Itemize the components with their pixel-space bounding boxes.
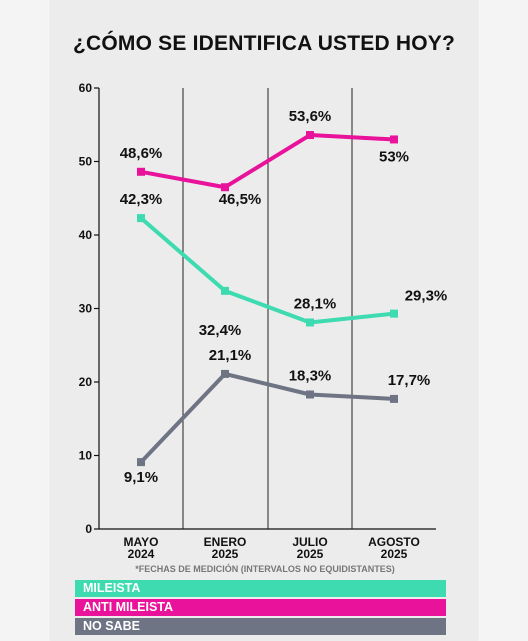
data-point bbox=[137, 214, 145, 223]
x-tick-label: 2025 bbox=[381, 547, 408, 561]
legend-item-no-sabe: NO SABE bbox=[75, 618, 446, 635]
data-label: 32,4% bbox=[199, 322, 242, 339]
data-label: 18,3% bbox=[289, 367, 332, 384]
chart-title: ¿CÓMO SE IDENTIFICA USTED HOY? bbox=[72, 32, 456, 55]
data-point bbox=[306, 390, 314, 399]
data-point bbox=[221, 286, 229, 295]
y-tick-label: 30 bbox=[79, 302, 93, 316]
data-label: 28,1% bbox=[294, 295, 337, 312]
data-label: 9,1% bbox=[124, 469, 158, 486]
x-tick-label: AGOSTO bbox=[368, 535, 420, 549]
data-point bbox=[137, 458, 145, 467]
y-tick-label: 40 bbox=[79, 228, 93, 242]
data-point bbox=[390, 135, 398, 144]
x-tick-label: JULIO bbox=[292, 535, 327, 549]
x-tick-label: MAYO bbox=[124, 535, 159, 549]
y-tick-label: 60 bbox=[79, 81, 93, 95]
chart-card bbox=[51, 0, 477, 641]
data-point bbox=[137, 167, 145, 176]
data-label: 42,3% bbox=[120, 191, 163, 208]
data-point bbox=[221, 183, 229, 192]
data-label: 46,5% bbox=[219, 191, 262, 208]
y-tick-label: 0 bbox=[85, 522, 92, 536]
series-line-anti-mileista bbox=[140, 133, 395, 190]
data-point bbox=[306, 131, 314, 140]
x-tick-label: 2025 bbox=[297, 547, 324, 561]
series-line-no-sabe bbox=[139, 371, 395, 464]
x-tick-label: ENERO bbox=[204, 535, 247, 549]
series-line-mileista bbox=[139, 216, 395, 325]
data-label: 53% bbox=[379, 148, 409, 165]
data-label: 48,6% bbox=[120, 145, 163, 162]
legend-item-mileista: MILEISTA bbox=[75, 580, 446, 597]
data-label: 17,7% bbox=[388, 372, 431, 389]
data-label: 53,6% bbox=[289, 108, 332, 125]
data-point bbox=[221, 369, 229, 378]
y-tick-label: 50 bbox=[79, 155, 93, 169]
data-label: 21,1% bbox=[209, 347, 252, 364]
data-label: 29,3% bbox=[405, 288, 448, 305]
y-tick-label: 10 bbox=[79, 449, 93, 463]
x-tick-label: 2024 bbox=[128, 547, 155, 561]
data-point bbox=[390, 394, 398, 403]
data-point bbox=[390, 309, 398, 318]
data-point bbox=[306, 318, 314, 327]
footnote: *FECHAS DE MEDICIÓN (INTERVALOS NO EQUID… bbox=[135, 564, 395, 574]
x-tick-label: 2025 bbox=[212, 547, 239, 561]
y-tick-label: 20 bbox=[79, 375, 93, 389]
legend-item-anti-mileista: ANTI MILEISTA bbox=[75, 599, 446, 616]
